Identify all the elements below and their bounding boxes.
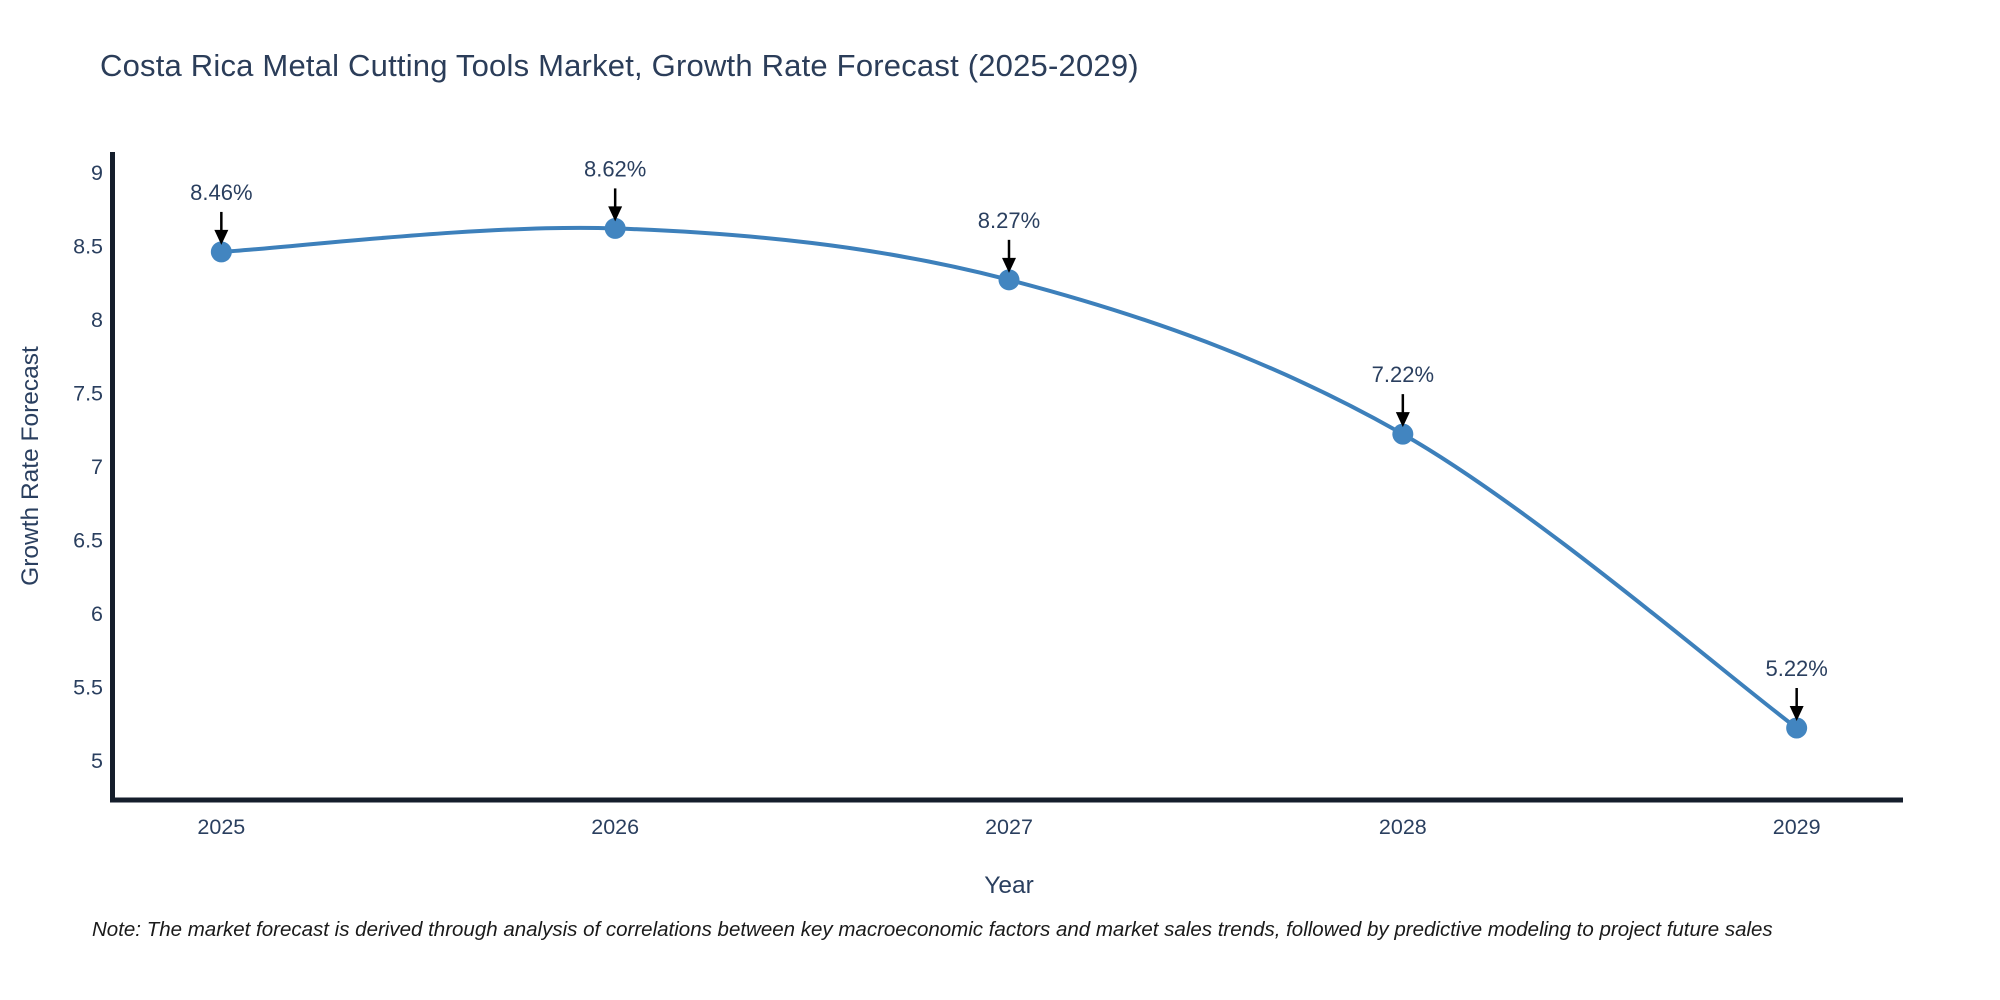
y-tick-label: 6.5 <box>73 528 103 552</box>
y-tick-label: 8 <box>91 308 103 332</box>
y-axis-title: Growth Rate Forecast <box>17 346 44 586</box>
x-tick-label: 2025 <box>197 815 245 839</box>
x-tick-label: 2029 <box>1773 815 1821 839</box>
x-axis-title: Year <box>984 872 1034 899</box>
data-point-2028[interactable] <box>1392 423 1414 445</box>
annotation-arrowhead-icon <box>214 229 229 245</box>
annotation-arrowhead-icon <box>1395 412 1410 428</box>
trend-line <box>219 225 1799 730</box>
point-annotation: 5.22% <box>1765 656 1827 681</box>
data-point-2025[interactable] <box>210 241 232 263</box>
y-tick-label: 8.5 <box>73 235 103 259</box>
annotation-arrowhead-icon <box>1789 706 1804 721</box>
chart-title: Costa Rica Metal Cutting Tools Market, G… <box>100 48 1139 83</box>
y-tick-label: 7 <box>91 455 103 479</box>
y-tick-label: 6 <box>91 602 103 626</box>
point-annotation: 7.22% <box>1372 362 1434 387</box>
y-tick-label: 5 <box>91 749 103 773</box>
x-tick-label: 2026 <box>591 815 639 839</box>
x-tick-label: 2027 <box>985 815 1033 839</box>
x-tick-label: 2028 <box>1379 815 1427 839</box>
point-annotation: 8.46% <box>190 180 252 205</box>
point-annotation: 8.62% <box>584 156 646 181</box>
point-annotation: 8.27% <box>978 208 1040 233</box>
y-tick-label: 9 <box>91 161 103 185</box>
data-point-2027[interactable] <box>998 269 1020 291</box>
annotation-arrowhead-icon <box>608 206 623 222</box>
data-point-2029[interactable] <box>1786 717 1808 739</box>
y-tick-label: 5.5 <box>73 675 103 699</box>
y-tick-label: 7.5 <box>73 381 103 405</box>
annotation-arrowhead-icon <box>1002 257 1016 273</box>
data-point-2026[interactable] <box>604 217 626 239</box>
footnote: Note: The market forecast is derived thr… <box>92 918 1773 941</box>
